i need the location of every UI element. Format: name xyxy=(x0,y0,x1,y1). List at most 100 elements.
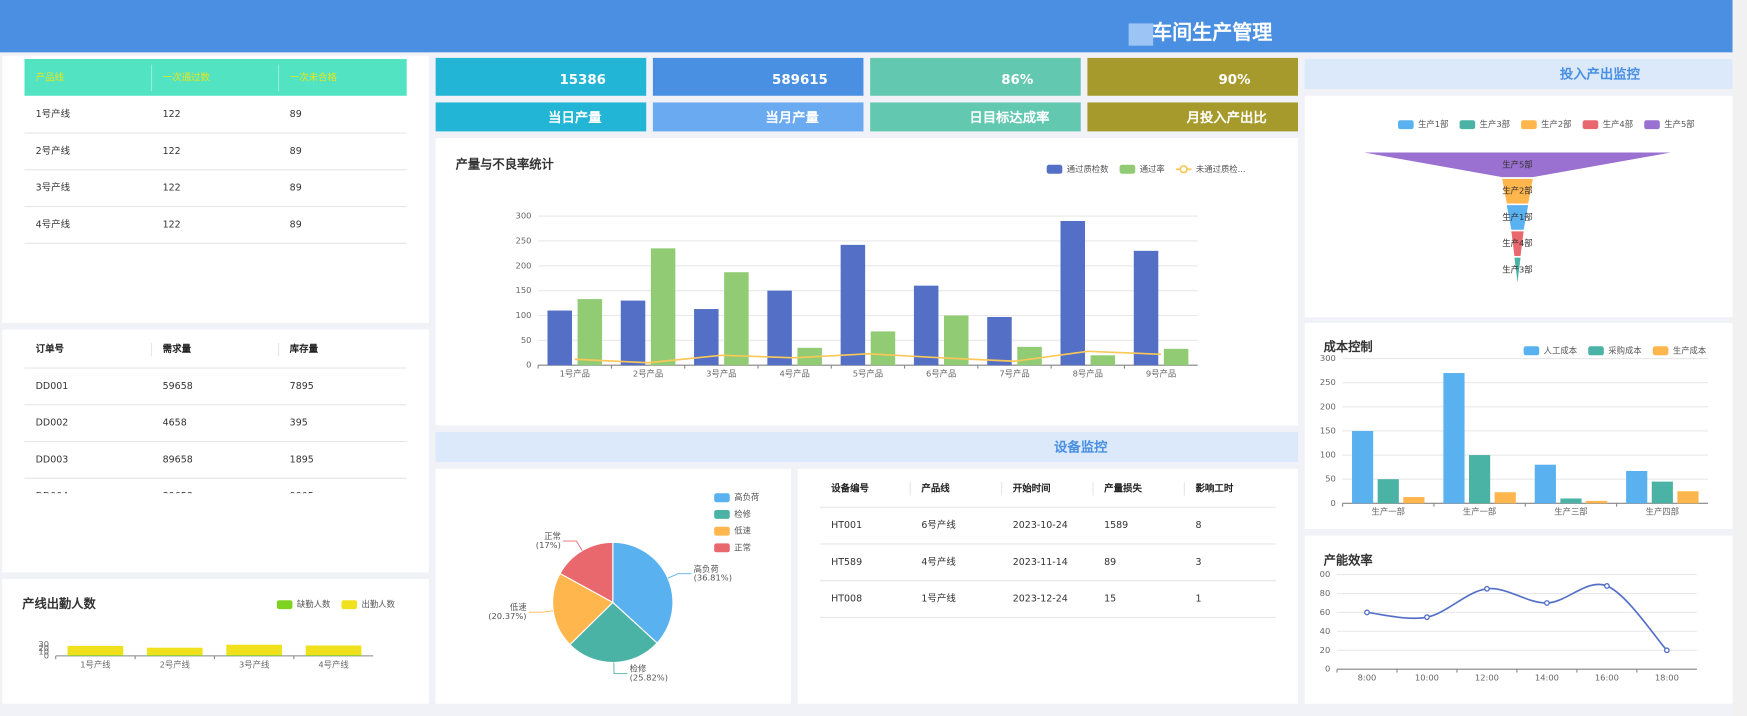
legend-symbol xyxy=(276,600,293,610)
table-cell: 89 xyxy=(1104,557,1116,568)
y-tick-label: 250 xyxy=(516,235,532,245)
kpi-label: 月投入产出比 xyxy=(1186,109,1267,126)
x-tick-label: 16:00 xyxy=(1595,673,1619,683)
legend-symbol xyxy=(714,493,730,503)
table-header: 库存量 xyxy=(290,343,319,355)
bar xyxy=(226,655,283,656)
x-tick-label: 3号产品 xyxy=(706,369,736,379)
table-cell: 39658 xyxy=(163,491,193,502)
legend-item: 生产3部 xyxy=(1459,119,1510,129)
table-cell: HT589 xyxy=(831,557,862,568)
legend-label: 生产3部 xyxy=(1480,119,1510,129)
point xyxy=(1424,614,1430,621)
pie-value-label: (36.81%) xyxy=(694,573,732,583)
x-tick-label: 生产一部 xyxy=(1463,507,1496,517)
table-cell: 2023-12-24 xyxy=(1013,594,1068,605)
x-tick-label: 18:00 xyxy=(1655,673,1679,683)
table-cell: 122 xyxy=(163,109,181,120)
legend-symbol xyxy=(1119,164,1136,174)
kpi-value: 589615 xyxy=(772,73,828,88)
header-bar xyxy=(0,0,1733,53)
table-cell: 122 xyxy=(163,183,181,194)
order-table: 订单号 需求量 库存量 DD001 59658 7895 DD002 4658 395 DD003… xyxy=(24,342,407,502)
funnel-segment xyxy=(1514,257,1521,283)
pie-label: 高负荷 xyxy=(694,564,719,574)
legend-symbol xyxy=(1523,346,1540,356)
y-tick-label: 150 xyxy=(516,285,532,295)
table-cell: 9905 xyxy=(290,491,314,502)
y-tick-label: 0 xyxy=(1325,664,1330,674)
bar xyxy=(1560,498,1582,504)
leader-line xyxy=(528,610,554,613)
legend-symbol xyxy=(1398,120,1414,130)
table-cell: 8 xyxy=(1195,520,1201,531)
table-cell: 2023-10-24 xyxy=(1013,520,1068,531)
y-tick-label: 50 xyxy=(1325,474,1336,484)
kpi-label: 当月产量 xyxy=(765,109,819,126)
legend-symbol xyxy=(1652,346,1669,356)
section-title: 设备监控 xyxy=(1054,439,1108,456)
legend-label: 高负荷 xyxy=(734,492,759,502)
section-header xyxy=(1304,59,1733,90)
kpi-value: 15386 xyxy=(559,73,605,88)
panel xyxy=(435,138,1298,426)
leader-line xyxy=(667,573,692,579)
bar xyxy=(1163,348,1189,366)
funnel-label: 生产1部 xyxy=(1502,212,1532,222)
legend-label: 出勤人数 xyxy=(361,599,395,609)
point xyxy=(1603,583,1610,589)
bar xyxy=(987,316,1012,366)
legend-item: 正常 xyxy=(714,542,751,552)
kpi-label-box xyxy=(652,102,864,132)
legend-item: 未通过质检... xyxy=(1175,164,1246,174)
legend-label: 缺勤人数 xyxy=(297,599,331,609)
y-tick-label: 300 xyxy=(1320,353,1336,363)
y-tick-label: 100 xyxy=(1320,450,1336,460)
bar xyxy=(1017,346,1042,366)
table-cell: 6号产线 xyxy=(921,519,956,531)
bar xyxy=(1443,373,1465,504)
point xyxy=(1544,600,1550,606)
legend-symbol xyxy=(714,543,730,553)
panel xyxy=(797,468,1298,704)
funnel-label: 生产4部 xyxy=(1502,238,1532,248)
chart-title: 产量与不良率统计 xyxy=(456,156,554,171)
x-tick-label: 4号产线 xyxy=(318,659,349,669)
bar xyxy=(944,315,969,366)
x-tick-label: 3号产线 xyxy=(239,659,270,669)
chart-title: 成本控制 xyxy=(1324,339,1373,354)
legend: 人工成本 采购成本 生产成本 xyxy=(1523,345,1707,356)
legend-symbol xyxy=(1644,120,1660,130)
kpi-label: 日目标达成率 xyxy=(969,109,1049,126)
y-tick-label: 80 xyxy=(1320,588,1331,598)
x-tick-label: 1号产线 xyxy=(80,659,111,669)
pie-label: 正常 xyxy=(544,531,561,541)
funnel-segment xyxy=(1506,205,1529,230)
table-cell: 89 xyxy=(290,109,302,120)
table-header: 产品线 xyxy=(36,71,65,83)
table-cell: DD002 xyxy=(36,418,69,429)
legend-label: 通过质检数 xyxy=(1067,164,1109,174)
x-tick-label: 2号产品 xyxy=(633,369,663,379)
legend-label: 人工成本 xyxy=(1544,345,1578,355)
table-cell: 1895 xyxy=(290,454,314,465)
chart-title: 产能效率 xyxy=(1324,553,1373,568)
legend-symbol xyxy=(714,526,730,536)
table-cell: 89658 xyxy=(163,454,193,465)
legend-item: 低速 xyxy=(714,526,752,536)
legend-item: 通过质检数 xyxy=(1046,164,1109,174)
bar xyxy=(305,655,362,656)
table-cell: 122 xyxy=(163,146,181,157)
bar xyxy=(226,644,283,656)
legend-symbol xyxy=(1179,165,1188,174)
legend-symbol xyxy=(1046,164,1063,174)
bar xyxy=(577,299,603,366)
bar xyxy=(547,310,572,366)
legend: 生产1部 生产3部 生产2部 生产4部 生产5部 xyxy=(1398,119,1695,129)
legend-item: 生产4部 xyxy=(1582,119,1633,129)
kpi-label: 当日产量 xyxy=(548,109,602,126)
legend-item: 缺勤人数 xyxy=(276,599,331,610)
scrollbar[interactable] xyxy=(1732,0,1747,716)
table-header: 产品线 xyxy=(921,482,950,494)
